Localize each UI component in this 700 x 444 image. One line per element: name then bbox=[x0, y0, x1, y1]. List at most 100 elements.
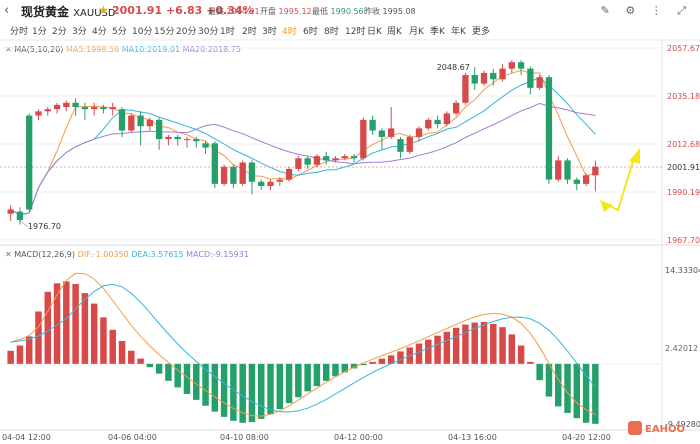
quote-header: ‹ 现货黄金 XAUUSD ★ 2001.91 +6.83 +0.34% 最高 … bbox=[0, 0, 700, 22]
timeframe-月K[interactable]: 月K bbox=[409, 27, 424, 37]
timeframe-30分[interactable]: 30分 bbox=[198, 27, 219, 37]
candle-body bbox=[239, 162, 246, 184]
macd-bar bbox=[239, 363, 246, 423]
ma20-value: MA20:2018.75 bbox=[182, 45, 241, 54]
macd-bar bbox=[35, 311, 42, 364]
macd-bar bbox=[16, 345, 24, 364]
high-stat: 最高 2004.91 bbox=[208, 7, 260, 16]
timeframe-bar: 分时 1分 2分 3分 4分 5分 10分 15分 20分 30分 1时 2时 3时 4时 6时 8时 12时日… bbox=[0, 22, 700, 38]
timeframe-4分[interactable]: 4分 bbox=[92, 27, 107, 37]
macd-bar bbox=[155, 363, 163, 374]
macd-tick-label: 2.42012 bbox=[665, 344, 698, 353]
x-axis-label: 04-12 00:00 bbox=[334, 433, 383, 442]
ma-legend: ✕ MA(5,10,20) MA5:1998.56 MA10:2019.01 M… bbox=[5, 45, 241, 54]
timeframe-2分[interactable]: 2分 bbox=[52, 27, 67, 37]
timeframe-分时[interactable]: 分时 bbox=[10, 27, 29, 37]
candle-body bbox=[508, 62, 515, 69]
macd-bar bbox=[350, 363, 358, 369]
forecast-arrow-head-down bbox=[600, 200, 613, 212]
candle-body bbox=[480, 72, 488, 84]
macd-bar bbox=[332, 363, 339, 377]
candle-body bbox=[137, 115, 144, 127]
macd-bar bbox=[63, 281, 70, 364]
forecast-arrow-head-up bbox=[629, 148, 640, 164]
dif-value: DIF:-1.00350 bbox=[77, 250, 129, 259]
timeframe-1分[interactable]: 1分 bbox=[32, 27, 47, 37]
candle-body bbox=[63, 102, 70, 108]
macd-bar bbox=[471, 322, 478, 364]
current-price-tag-bg bbox=[664, 160, 698, 173]
timeframe-10分[interactable]: 10分 bbox=[132, 27, 153, 37]
timeframe-12时[interactable]: 12时 bbox=[345, 27, 366, 37]
watermark-text: EAHOO bbox=[645, 424, 685, 435]
candle-body bbox=[582, 175, 590, 184]
candle-body bbox=[7, 209, 14, 214]
ma20-line bbox=[10, 102, 596, 216]
macd-bar bbox=[183, 363, 191, 394]
macd-bar bbox=[211, 363, 219, 412]
macd-bar bbox=[415, 343, 423, 364]
ma10-line bbox=[10, 77, 596, 216]
macd-bar bbox=[100, 317, 107, 364]
ma5-line bbox=[10, 69, 596, 216]
close-ma-icon[interactable]: ✕ bbox=[5, 45, 12, 54]
timeframe-6时[interactable]: 6时 bbox=[303, 27, 318, 37]
timeframe-周K[interactable]: 周K bbox=[387, 27, 402, 37]
macd-bar bbox=[109, 329, 116, 364]
timeframe-季K[interactable]: 季K bbox=[430, 27, 445, 37]
dif-line bbox=[10, 272, 596, 417]
timeframe-更多[interactable]: 更多 bbox=[472, 27, 491, 37]
macd-bar bbox=[527, 361, 534, 364]
timeframe-2时[interactable]: 2时 bbox=[242, 27, 257, 37]
candle-body bbox=[323, 156, 330, 161]
macd-bar bbox=[165, 363, 172, 381]
candle-body bbox=[220, 166, 228, 184]
candle-body bbox=[44, 109, 51, 112]
close-macd-icon[interactable]: ✕ bbox=[5, 250, 12, 259]
candle-body bbox=[146, 119, 154, 127]
candle-body bbox=[267, 181, 274, 187]
last-price: 2001.91 +6.83 +0.34% bbox=[112, 4, 254, 17]
timeframe-年K[interactable]: 年K bbox=[451, 27, 466, 37]
back-icon[interactable]: ‹ bbox=[4, 3, 10, 18]
macd-label[interactable]: MACD(12,26,9) bbox=[14, 250, 76, 259]
candle-body bbox=[26, 115, 33, 210]
macd-bar bbox=[462, 324, 469, 364]
candle-body bbox=[471, 75, 478, 84]
timeframe-1时[interactable]: 1时 bbox=[220, 27, 235, 37]
candle-body bbox=[81, 107, 89, 110]
macd-bar bbox=[220, 363, 228, 417]
timeframe-日K[interactable]: 日K bbox=[367, 27, 382, 37]
timeframe-20分[interactable]: 20分 bbox=[176, 27, 197, 37]
ma5-value: MA5:1998.56 bbox=[65, 45, 120, 54]
dea-line bbox=[10, 283, 596, 413]
timeframe-5分[interactable]: 5分 bbox=[112, 27, 127, 37]
timeframe-3时[interactable]: 3时 bbox=[262, 27, 277, 37]
candle-body bbox=[211, 143, 218, 184]
prev-close-stat: 昨收 1995.08 bbox=[364, 7, 416, 16]
candle-body bbox=[109, 107, 116, 110]
favorite-star-icon[interactable]: ★ bbox=[98, 3, 109, 17]
candle-body bbox=[285, 168, 293, 180]
watermark-logo-icon bbox=[628, 421, 642, 435]
macd-bar bbox=[322, 363, 330, 381]
ma-label[interactable]: MA(5,10,20) bbox=[14, 45, 64, 54]
macd-value: MACD:-9.15931 bbox=[186, 250, 249, 259]
timeframe-8时[interactable]: 8时 bbox=[324, 27, 339, 37]
macd-bar bbox=[128, 350, 135, 364]
instrument-title: 现货黄金 XAUUSD bbox=[21, 5, 116, 19]
macd-bar bbox=[295, 363, 302, 398]
timeframe-3分[interactable]: 3分 bbox=[72, 27, 87, 37]
candle-body bbox=[490, 72, 497, 80]
timeframe-4时[interactable]: 4时 bbox=[282, 27, 297, 37]
macd-bar bbox=[517, 345, 525, 364]
high-annotation: 2048.67 bbox=[437, 63, 470, 72]
candle-body bbox=[72, 102, 79, 108]
macd-bar bbox=[582, 363, 590, 423]
x-axis-label: 04-10 08:00 bbox=[220, 433, 269, 442]
toolbar-icons[interactable]: ✎ ⚙ ⋮ ⤢ bbox=[600, 4, 692, 17]
timeframe-15分[interactable]: 15分 bbox=[154, 27, 175, 37]
macd-bar bbox=[44, 291, 52, 364]
macd-bar bbox=[90, 303, 98, 364]
